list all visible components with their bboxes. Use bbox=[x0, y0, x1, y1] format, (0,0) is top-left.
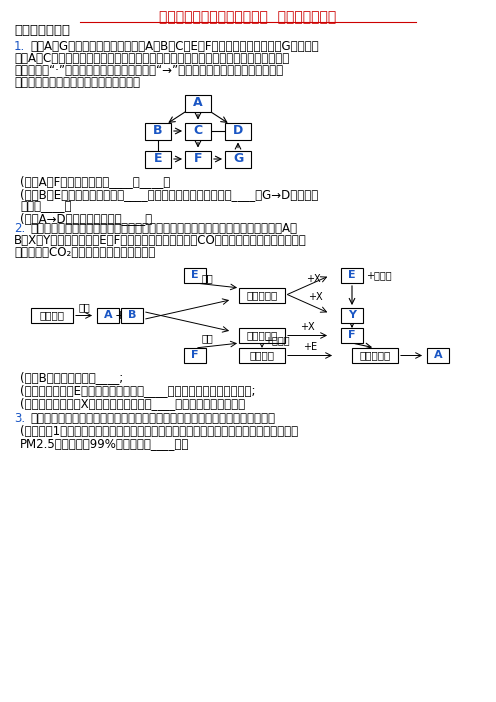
FancyBboxPatch shape bbox=[184, 268, 206, 283]
FancyBboxPatch shape bbox=[341, 308, 363, 323]
Text: 加热: 加热 bbox=[202, 333, 213, 343]
Text: +X: +X bbox=[308, 291, 323, 301]
FancyBboxPatch shape bbox=[239, 288, 285, 303]
Text: E: E bbox=[348, 270, 356, 281]
Text: 2.: 2. bbox=[14, 223, 25, 235]
Text: 雾霉已经成为人类健康的隐形杀手，防治雾霉污染是当前化学研究的重要内容。: 雾霉已经成为人类健康的隐形杀手，防治雾霉污染是当前化学研究的重要内容。 bbox=[30, 412, 275, 425]
Text: (１）A、F的化学式分别为____；____；: (１）A、F的化学式分别为____；____； bbox=[20, 176, 170, 189]
FancyBboxPatch shape bbox=[341, 328, 363, 343]
FancyBboxPatch shape bbox=[145, 150, 171, 168]
Text: 黑色因体甲: 黑色因体甲 bbox=[247, 291, 278, 300]
FancyBboxPatch shape bbox=[184, 348, 206, 363]
Text: 浅绿色溶液: 浅绿色溶液 bbox=[360, 350, 391, 361]
Text: +X: +X bbox=[300, 322, 315, 333]
Text: +稀硫酸: +稀硫酸 bbox=[366, 270, 392, 281]
Text: (３）黑色因体甲与X反应的化学方程式为____　　　　　　　　　。: (３）黑色因体甲与X反应的化学方程式为____ 。 bbox=[20, 397, 245, 410]
FancyBboxPatch shape bbox=[427, 348, 449, 363]
Text: F: F bbox=[348, 331, 356, 340]
Text: (２）B与E反应的化学方程式为____，其反应的基本反应类型为____；G→D的化学方: (２）B与E反应的化学方程式为____，其反应的基本反应类型为____；G→D的… bbox=[20, 189, 318, 201]
Text: 无色液体: 无色液体 bbox=[40, 310, 64, 321]
Text: (２）蓝色溶液与E反应的化学方程式为____　　　　　　　　　　　　;: (２）蓝色溶液与E反应的化学方程式为____ ; bbox=[20, 384, 255, 397]
Text: F: F bbox=[194, 152, 202, 166]
Text: B: B bbox=[128, 310, 136, 321]
FancyBboxPatch shape bbox=[341, 268, 363, 283]
Text: 已知A～G是初中化学常见的物质，A、B、C、E、F属于不同类别的物质，G溶液呈黄: 已知A～G是初中化学常见的物质，A、B、C、E、F属于不同类别的物质，G溶液呈黄 bbox=[30, 40, 318, 53]
FancyBboxPatch shape bbox=[97, 308, 119, 323]
FancyBboxPatch shape bbox=[185, 95, 211, 112]
Text: 黑色因体乙: 黑色因体乙 bbox=[247, 331, 278, 340]
Text: 如图所示（“·”表示两种物质间能发生反应，“→”表示两种物质间的转化关系，部分: 如图所示（“·”表示两种物质间能发生反应，“→”表示两种物质间的转化关系，部分 bbox=[14, 64, 283, 77]
Text: (３）A→D反应的实验现象为____。: (３）A→D反应的实验现象为____。 bbox=[20, 213, 152, 225]
FancyBboxPatch shape bbox=[239, 348, 285, 363]
Text: 相应金属和CO₂。请安要求回答下列问题：: 相应金属和CO₂。请安要求回答下列问题： bbox=[14, 246, 155, 260]
FancyBboxPatch shape bbox=[31, 308, 73, 323]
Text: A: A bbox=[193, 96, 203, 110]
FancyBboxPatch shape bbox=[145, 123, 171, 140]
Text: 3.: 3. bbox=[14, 412, 25, 425]
Text: 色，A与C反应产生白色沉淠（微溶物不列为沉淠），它们相互间发生反应或转化的关系: 色，A与C反应产生白色沉淠（微溶物不列为沉淠），它们相互间发生反应或转化的关系 bbox=[14, 52, 289, 65]
Text: C: C bbox=[193, 124, 202, 138]
Text: 一、化学推断题: 一、化学推断题 bbox=[14, 23, 70, 37]
Text: B、X、Y均为无色气体，E、F为常见金属，已知高温下CO能与多种金属氧化物反应生成: B、X、Y均为无色气体，E、F为常见金属，已知高温下CO能与多种金属氧化物反应生… bbox=[14, 234, 307, 248]
Text: A: A bbox=[104, 310, 112, 321]
Text: B: B bbox=[153, 124, 163, 138]
Text: E: E bbox=[191, 270, 199, 281]
Text: A: A bbox=[434, 350, 442, 361]
Text: +X: +X bbox=[306, 274, 321, 284]
Text: D: D bbox=[233, 124, 243, 138]
Text: PM2.5的吸收率覇99%，说明其有____件。: PM2.5的吸收率覇99%，说明其有____件。 bbox=[20, 437, 189, 450]
Text: E: E bbox=[154, 152, 162, 166]
Text: G: G bbox=[233, 152, 243, 166]
FancyBboxPatch shape bbox=[239, 328, 285, 343]
FancyBboxPatch shape bbox=[225, 150, 251, 168]
Text: 1.: 1. bbox=[14, 40, 25, 53]
Text: 点燃: 点燃 bbox=[202, 274, 213, 284]
FancyBboxPatch shape bbox=[121, 308, 143, 323]
FancyBboxPatch shape bbox=[185, 123, 211, 140]
Text: 初三化学化学推断题（基础）  知识讲解及解析: 初三化学化学推断题（基础） 知识讲解及解析 bbox=[159, 10, 337, 24]
Text: +稀硫酸: +稀硫酸 bbox=[264, 336, 290, 345]
Text: +E: +E bbox=[303, 343, 317, 352]
FancyBboxPatch shape bbox=[185, 150, 211, 168]
FancyBboxPatch shape bbox=[225, 123, 251, 140]
Text: +: + bbox=[115, 309, 125, 322]
Text: 蓝色溶液: 蓝色溶液 bbox=[249, 350, 274, 361]
Text: (１）如图1是一种常用空气净化器，主要材料是硬矾，净化器中的硬胶结构疏松多孔，对: (１）如图1是一种常用空气净化器，主要材料是硬矾，净化器中的硬胶结构疏松多孔，对 bbox=[20, 425, 298, 438]
Text: F: F bbox=[191, 350, 199, 361]
FancyBboxPatch shape bbox=[352, 348, 398, 363]
Text: 反应物、生成物和反应条件已经略去）。: 反应物、生成物和反应条件已经略去）。 bbox=[14, 76, 140, 89]
Text: 下图是初中化学一些常见物质之间转化的关系图（有些反应条件已省略）。其中，A、: 下图是初中化学一些常见物质之间转化的关系图（有些反应条件已省略）。其中，A、 bbox=[30, 223, 297, 235]
Text: Y: Y bbox=[348, 310, 356, 321]
Text: 通电: 通电 bbox=[78, 303, 90, 312]
Text: (１）B物质的化学式为____;: (１）B物质的化学式为____; bbox=[20, 371, 123, 384]
Text: 程式为____；: 程式为____； bbox=[20, 201, 71, 213]
